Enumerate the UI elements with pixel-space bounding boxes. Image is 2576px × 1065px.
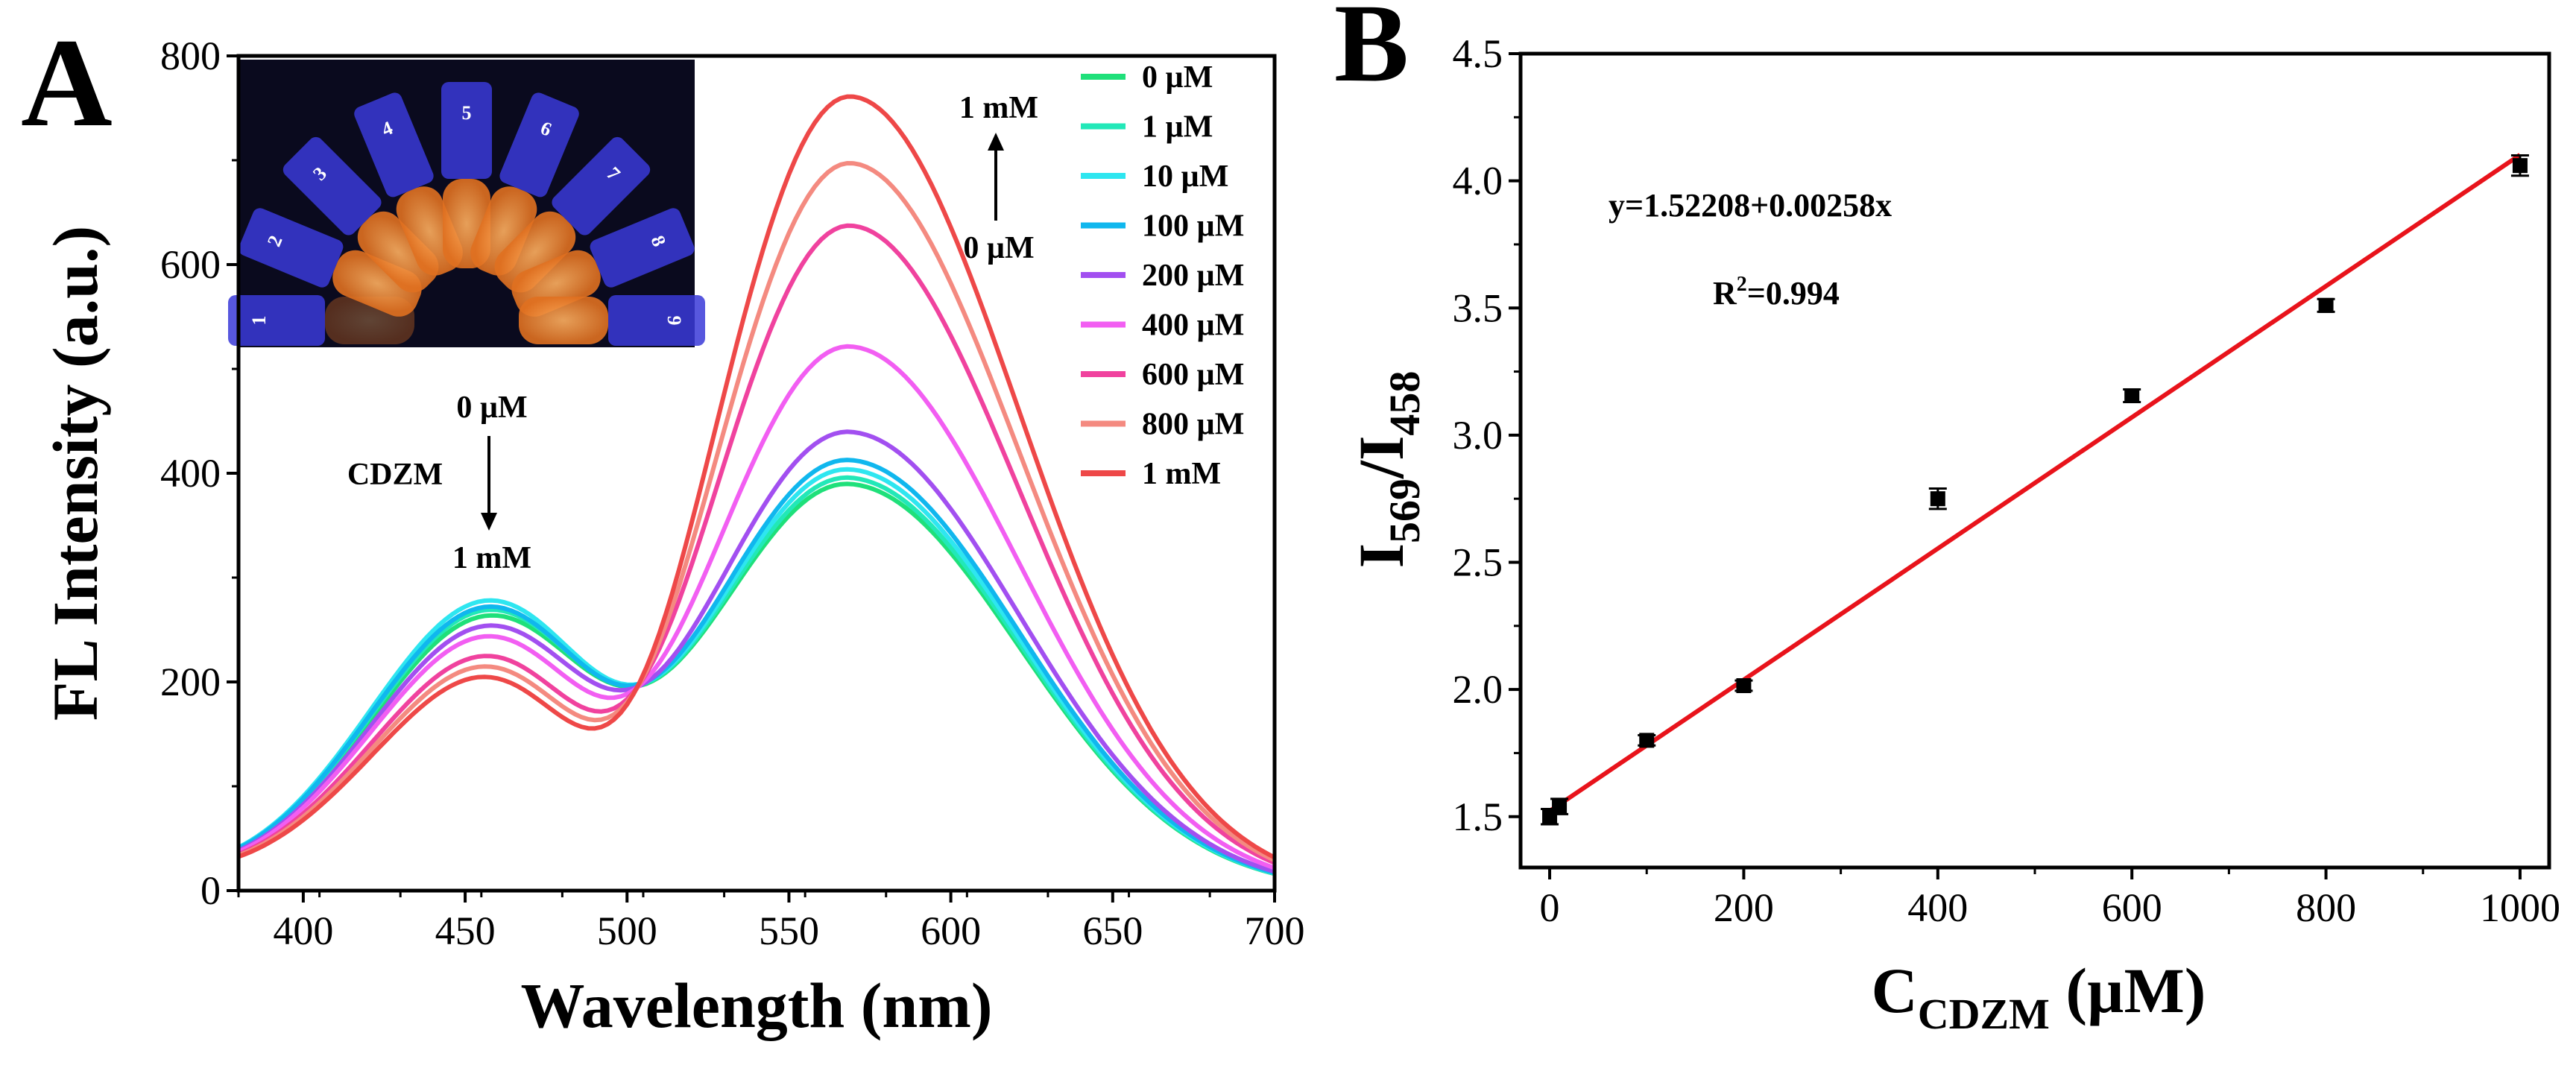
- panel-b-chart: 0 200 400 600 800 1000 1.52.02.53.03.54.04.5 …: [1345, 31, 2560, 1038]
- y-tick-label-a: 800: [160, 34, 221, 78]
- y-tick-label-b: 2.5: [1453, 540, 1503, 585]
- scatter-points: [1541, 154, 2529, 826]
- data-point: [1638, 733, 1656, 748]
- r-squared: R2=0.994: [1713, 273, 1840, 312]
- annotation-cdzm: CDZM: [347, 458, 443, 492]
- tube-number: 1: [248, 316, 270, 326]
- spectrum-line: [237, 429, 1275, 874]
- arrow-up-head: [988, 133, 1004, 151]
- x-tick-label-b: 1000: [2480, 885, 2560, 930]
- x-tick-label-a: 550: [759, 908, 819, 953]
- tube-number: 9: [663, 316, 685, 326]
- y-tick-label-a: 200: [160, 660, 221, 704]
- y-axis-a: 0 200 400 600 800: [160, 34, 239, 913]
- annotation-1mM-top: 1 mM: [959, 91, 1038, 125]
- annotation-0uM-top: 0 µM: [456, 391, 527, 425]
- inset-tube: 6: [470, 92, 579, 276]
- legend-label: 0 µM: [1142, 60, 1213, 95]
- y-tick-label-a: 400: [160, 451, 221, 496]
- fit-regression-line: [1548, 153, 2522, 813]
- y-tick-label-b: 2.0: [1453, 667, 1503, 712]
- annotation-1mM-bottom: 1 mM: [452, 541, 531, 575]
- axes-frame-b: [1518, 51, 2551, 870]
- x-tick-label-b: 0: [1540, 885, 1560, 930]
- data-point: [1550, 797, 1569, 815]
- data-point: [1928, 487, 1947, 511]
- x-axis-a: 400 450 500 550 600 650 700: [237, 891, 1305, 953]
- legend-label: 400 µM: [1142, 309, 1244, 343]
- y-tick-label-b: 3.5: [1453, 285, 1503, 330]
- inset-tube: 2: [239, 208, 422, 317]
- y-tick-label-b: 1.5: [1453, 794, 1503, 839]
- legend-label: 1 mM: [1142, 457, 1221, 491]
- legend-label: 1 µM: [1142, 110, 1213, 145]
- spectrum-line: [237, 223, 1276, 865]
- spectrum-line: [237, 160, 1276, 863]
- annotation-0uM-bottom: 0 µM: [963, 231, 1034, 265]
- data-point: [2123, 388, 2141, 404]
- y-tick-label-b: 3.0: [1453, 413, 1503, 458]
- y-axis-b: 1.5 2.0 2.5 3.0 3.5 4.0 4.5: [1453, 31, 1521, 839]
- spectrum-line: [237, 94, 1276, 860]
- spectrum-line: [237, 344, 1276, 870]
- x-tick-label-a: 400: [273, 908, 333, 953]
- x-axis-label-b: CCDZM (µM): [1872, 955, 2206, 1038]
- tube-number: 5: [462, 102, 472, 124]
- inset-tube: 7: [494, 136, 651, 293]
- x-axis-b: 0 200 400 600 800 1000: [1540, 868, 2560, 930]
- y-tick-label-b: 4.5: [1453, 31, 1503, 76]
- x-tick-label-b: 600: [2102, 885, 2162, 930]
- x-tick-label-b: 400: [1907, 885, 1968, 930]
- x-tick-label-b: 200: [1714, 885, 1774, 930]
- fit-equation: y=1.52208+0.00258x: [1609, 187, 1892, 224]
- y-tick-label-a: 0: [201, 868, 221, 913]
- panel-label-b: B: [1334, 0, 1409, 105]
- legend-label: 200 µM: [1142, 259, 1244, 293]
- y-tick-label-b: 4.0: [1453, 159, 1503, 203]
- y-tick-label-a: 600: [160, 242, 221, 287]
- legend-label: 600 µM: [1142, 358, 1244, 392]
- arrow-down-head: [481, 513, 497, 531]
- data-point: [2317, 297, 2335, 313]
- legend-a: 0 µM 1 µM 10 µM 100 µM 200 µM 400 µM 600 µM 800…: [1081, 60, 1244, 491]
- fit-line: [1548, 153, 2522, 813]
- legend-label: 10 µM: [1142, 159, 1228, 194]
- inset-tube: 9: [519, 295, 705, 346]
- x-tick-label-a: 650: [1082, 908, 1143, 953]
- legend-label: 800 µM: [1142, 408, 1244, 442]
- x-tick-label-a: 600: [921, 908, 981, 953]
- data-point: [2510, 154, 2529, 177]
- x-tick-label-a: 700: [1245, 908, 1305, 953]
- y-axis-label-b: I569/I458: [1345, 371, 1429, 569]
- x-tick-label-b: 800: [2296, 885, 2356, 930]
- x-axis-label-a: Wavelength (nm): [520, 970, 992, 1041]
- spectra-curves: [237, 94, 1276, 876]
- x-tick-label-a: 450: [435, 908, 496, 953]
- panel-label-a: A: [21, 13, 113, 153]
- legend-label: 100 µM: [1142, 209, 1244, 244]
- data-point: [1734, 678, 1753, 694]
- spectrum-line: [237, 458, 1275, 875]
- inset-tube: 3: [282, 136, 439, 293]
- y-axis-label-a: FL Intensity (a.u.): [40, 226, 111, 721]
- x-tick-label-a: 500: [597, 908, 657, 953]
